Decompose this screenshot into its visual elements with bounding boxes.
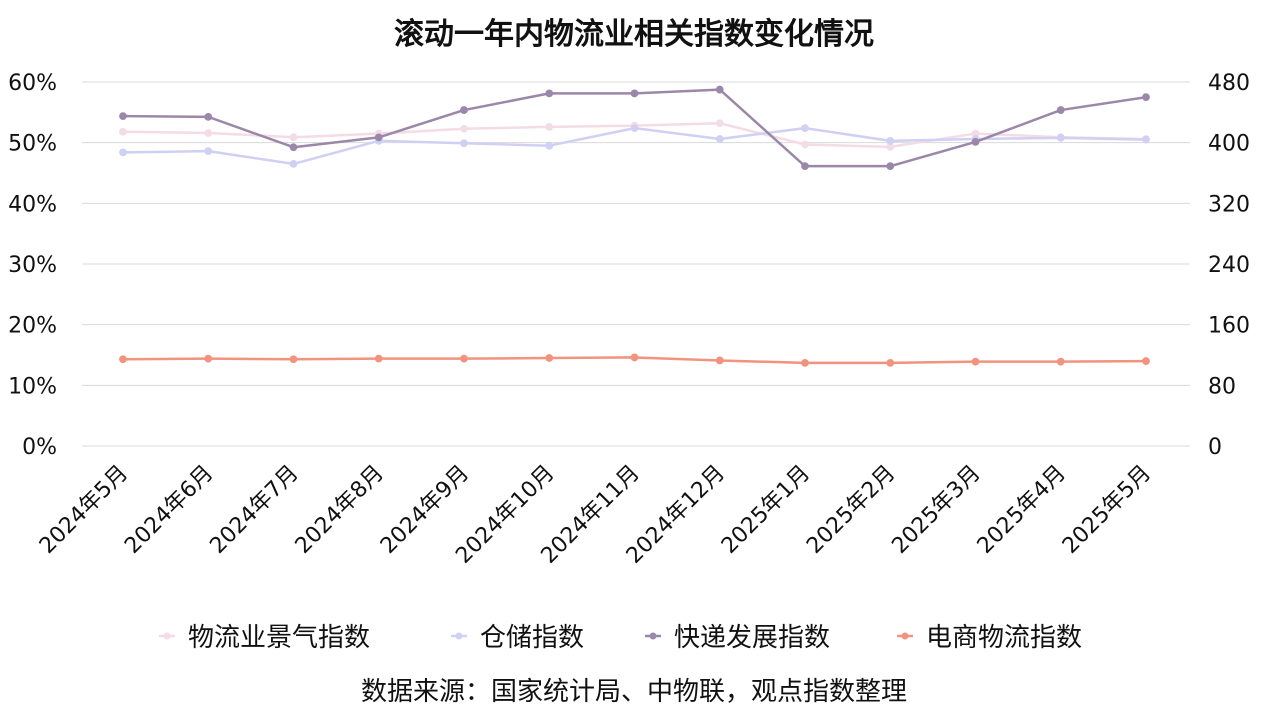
data-point: [289, 143, 298, 152]
left-axis-labels: 60% 50% 40% 30% 20% 10% 0%: [8, 71, 57, 460]
data-point: [119, 148, 127, 157]
y-right-tick-label: 240: [1208, 253, 1250, 278]
data-point: [886, 358, 895, 367]
data-point: [545, 354, 554, 362]
y-left-tick-label: 50%: [8, 132, 57, 157]
x-axis-labels: 2024年5月2024年6月2024年7月2024年8月2024年9月2024年…: [35, 461, 1156, 569]
data-point: [715, 119, 724, 128]
data-point: [374, 354, 383, 363]
chart-title: 滚动一年内物流业相关指数变化情况: [394, 17, 874, 52]
data-point: [204, 129, 213, 137]
y-right-tick-label: 480: [1208, 71, 1250, 96]
data-point: [119, 127, 127, 136]
data-point: [801, 124, 809, 133]
x-tick-label: 2024年7月: [205, 461, 303, 559]
data-point: [1142, 357, 1150, 365]
grid-layer: [82, 81, 1190, 447]
data-point: [1056, 357, 1065, 366]
x-tick-label: 2024年5月: [35, 461, 133, 559]
x-tick-label: 2025年4月: [973, 461, 1071, 559]
data-point: [715, 135, 724, 143]
data-point: [971, 357, 980, 366]
data-point: [289, 160, 298, 168]
right-axis-labels: 480 400 320 240 160 80 0: [1208, 71, 1250, 460]
data-point: [1056, 106, 1065, 114]
legend-item: 快递发展指数: [645, 623, 830, 653]
data-point: [545, 122, 554, 131]
x-tick-label: 2025年2月: [802, 461, 900, 559]
data-point: [460, 106, 468, 114]
legend-marker: [163, 632, 171, 640]
x-tick-label: 2025年3月: [887, 461, 985, 559]
y-left-tick-label: 10%: [8, 374, 57, 399]
data-point: [630, 124, 639, 133]
data-point: [460, 354, 468, 363]
legend-marker: [649, 632, 657, 640]
data-point: [545, 89, 554, 98]
data-point: [374, 133, 383, 142]
data-point: [204, 147, 213, 156]
data-point: [715, 356, 724, 365]
series-2: [119, 124, 1150, 168]
y-left-tick-label: 40%: [8, 192, 57, 217]
legend: 物流业景气指数 仓储指数 快递发展指数 电商物流指数: [159, 623, 1082, 653]
data-point: [801, 162, 809, 171]
x-tick-label: 2024年6月: [120, 461, 218, 559]
data-point: [119, 112, 127, 121]
y-right-tick-label: 160: [1208, 314, 1250, 339]
data-point: [801, 358, 809, 367]
data-point: [630, 353, 639, 362]
y-right-tick-label: 80: [1208, 374, 1236, 399]
data-point: [204, 354, 213, 363]
x-tick-label: 2025年1月: [717, 461, 815, 559]
series-3: [119, 85, 1150, 171]
y-right-tick-label: 320: [1208, 192, 1250, 217]
series-layer: [119, 85, 1150, 367]
y-right-tick-label: 0: [1208, 435, 1222, 460]
data-point: [1056, 133, 1065, 142]
data-point: [715, 85, 724, 94]
legend-item: 物流业景气指数: [159, 623, 370, 653]
data-point: [460, 139, 468, 148]
legend-item: 电商物流指数: [897, 623, 1082, 653]
data-point: [289, 355, 298, 364]
data-point: [289, 133, 298, 142]
legend-marker: [455, 632, 463, 640]
y-right-tick-label: 400: [1208, 132, 1250, 157]
data-point: [460, 124, 468, 133]
legend-label: 仓储指数: [480, 623, 584, 653]
data-point: [119, 355, 127, 364]
source-note: 数据来源：国家统计局、中物联，观点指数整理: [361, 677, 907, 707]
data-point: [886, 136, 895, 145]
data-point: [204, 112, 213, 121]
y-left-tick-label: 30%: [8, 253, 57, 278]
x-tick-label: 2025年5月: [1058, 461, 1156, 559]
data-point: [1142, 93, 1150, 102]
data-point: [886, 162, 895, 171]
data-point: [545, 141, 554, 150]
series-4: [119, 353, 1150, 367]
legend-label: 快递发展指数: [674, 623, 830, 653]
legend-label: 物流业景气指数: [188, 623, 370, 653]
x-tick-label: 2024年8月: [291, 461, 389, 559]
legend-label: 电商物流指数: [926, 623, 1082, 653]
data-point: [1142, 135, 1150, 144]
y-left-tick-label: 20%: [8, 314, 57, 339]
y-left-tick-label: 60%: [8, 71, 57, 96]
y-left-tick-label: 0%: [22, 435, 57, 460]
data-point: [801, 140, 809, 149]
data-point: [971, 138, 980, 146]
data-point: [630, 89, 639, 98]
legend-marker: [901, 632, 909, 640]
legend-item: 仓储指数: [451, 623, 584, 653]
